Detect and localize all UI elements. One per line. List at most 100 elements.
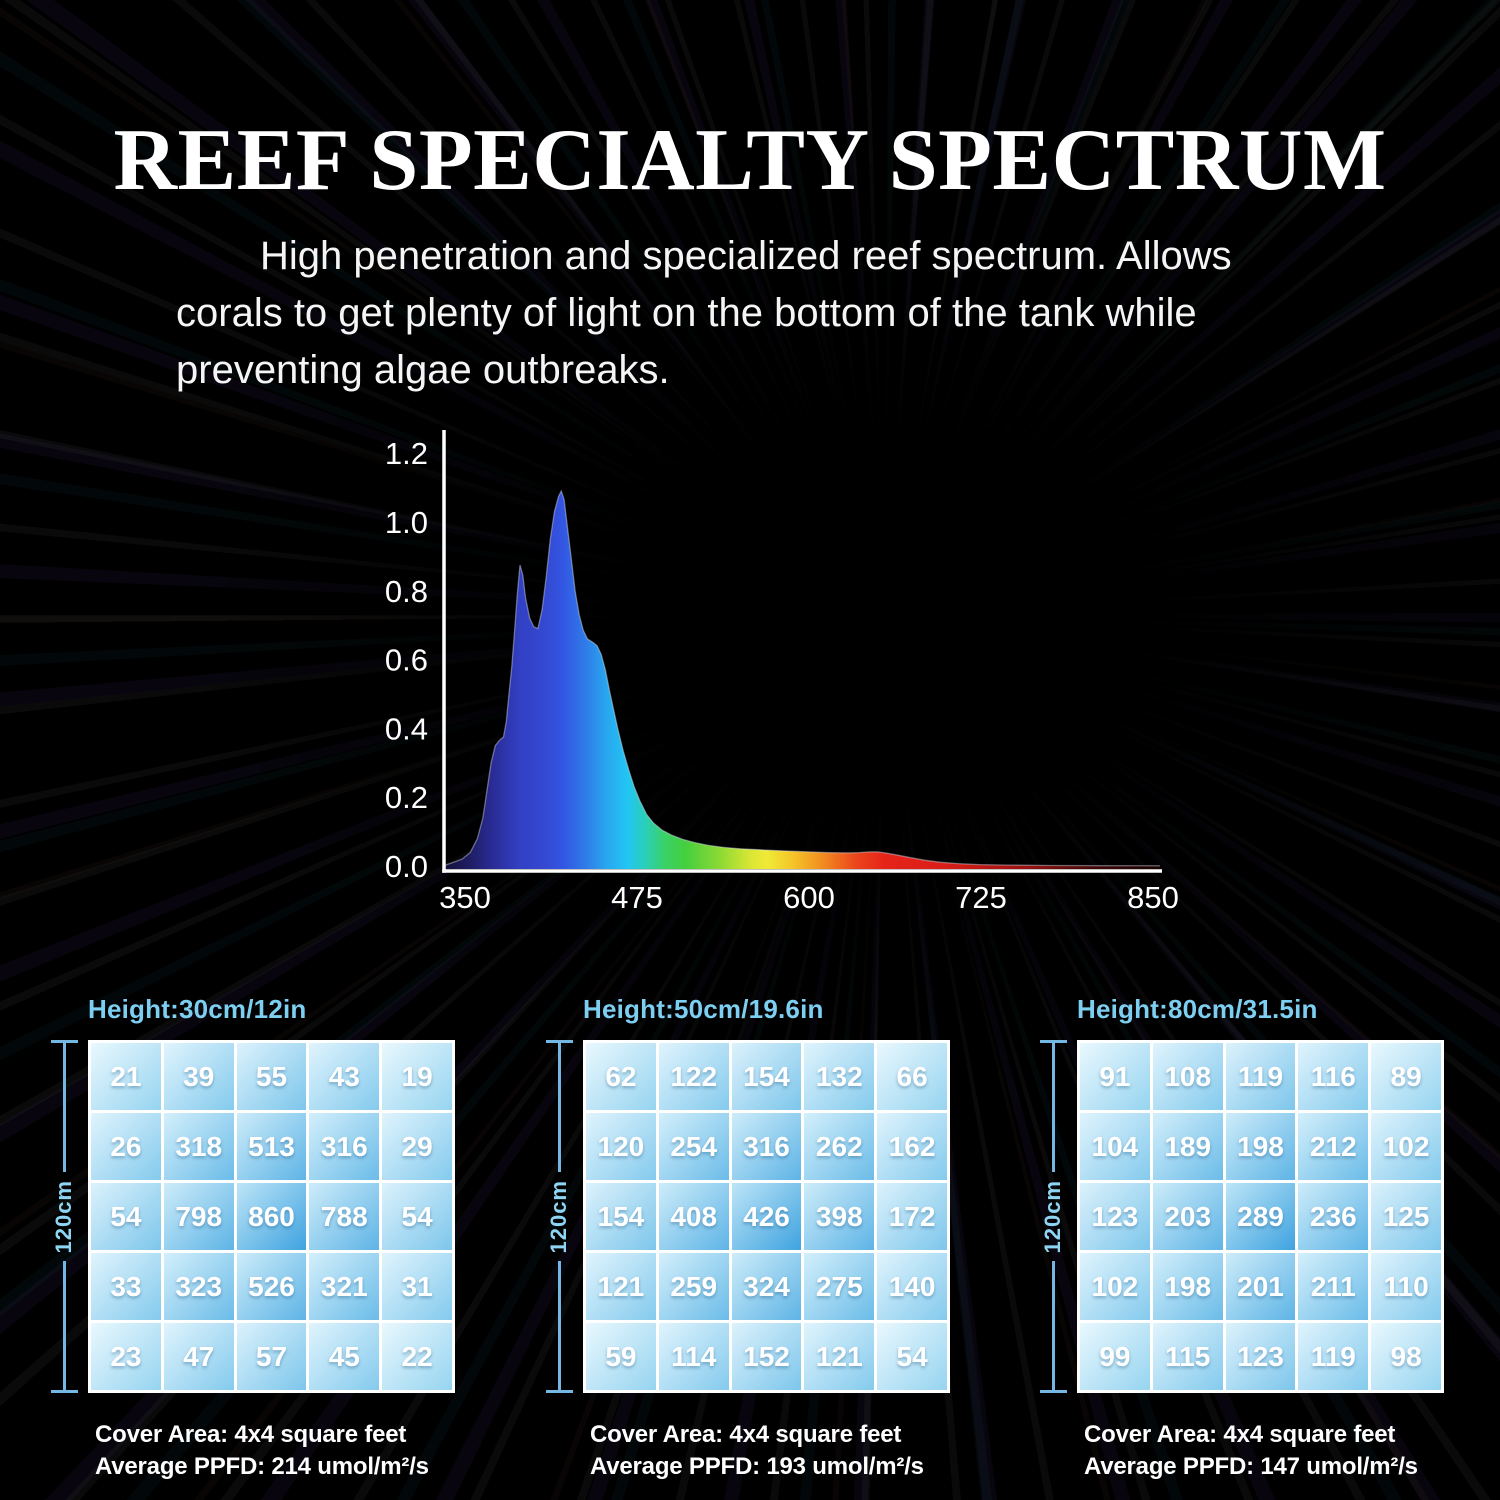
ppfd-value-cell: 123 <box>1225 1323 1296 1390</box>
ppfd-value-cell: 57 <box>236 1323 307 1390</box>
ppfd-value-cell: 91 <box>1080 1043 1150 1110</box>
ppfd-value-cell: 398 <box>804 1183 875 1250</box>
panel-height-label: Height:80cm/31.5in <box>1077 994 1318 1024</box>
ppfd-value-cell: 99 <box>1080 1323 1150 1390</box>
ppfd-value-cell: 316 <box>731 1113 802 1180</box>
ppfd-value-cell: 275 <box>804 1253 875 1320</box>
dimension-cap-top <box>545 1040 573 1043</box>
dimension-label: 120cm <box>51 1179 76 1254</box>
ppfd-value-cell: 318 <box>163 1113 234 1180</box>
ppfd-value-cell: 102 <box>1080 1253 1150 1320</box>
dimension-cap-bottom <box>50 1390 78 1394</box>
panel-footer: Cover Area: 4x4 square feet Average PPFD… <box>1084 1419 1461 1483</box>
ppfd-value-cell: 121 <box>804 1323 875 1390</box>
panel-footer: Cover Area: 4x4 square feet Average PPFD… <box>95 1419 472 1483</box>
ppfd-value-cell: 19 <box>382 1043 452 1110</box>
ppfd-value-cell: 54 <box>877 1323 947 1390</box>
ppfd-value-cell: 125 <box>1371 1183 1441 1250</box>
ppfd-value-cell: 62 <box>586 1043 656 1110</box>
ppfd-value-cell: 259 <box>658 1253 729 1320</box>
dimension-line-upper <box>557 1043 561 1172</box>
ppfd-value-cell: 323 <box>163 1253 234 1320</box>
ppfd-value-cell: 108 <box>1152 1043 1223 1110</box>
ppfd-value-cell: 122 <box>658 1043 729 1110</box>
ppfd-panel-50cm: Height:50cm/19.6in 120cm 62 122 154 132 66 12… <box>535 992 967 1483</box>
ppfd-value-cell: 254 <box>658 1113 729 1180</box>
dimension-label: 120cm <box>546 1179 571 1254</box>
ppfd-grid: 62 122 154 132 66 120 254 316 262 162 154 408 426 398… <box>583 1040 950 1393</box>
ppfd-value-cell: 408 <box>658 1183 729 1250</box>
description-line: corals to get plenty of light on the bot… <box>176 291 1197 335</box>
ppfd-value-cell: 66 <box>877 1043 947 1110</box>
ppfd-value-cell: 154 <box>731 1043 802 1110</box>
ppfd-value-cell: 55 <box>236 1043 307 1110</box>
ppfd-value-cell: 236 <box>1298 1183 1369 1250</box>
ppfd-value-cell: 59 <box>586 1323 656 1390</box>
description-line: preventing algae outbreaks. <box>176 348 670 392</box>
ppfd-value-cell: 198 <box>1225 1113 1296 1180</box>
ppfd-value-cell: 289 <box>1225 1183 1296 1250</box>
ppfd-value-cell: 154 <box>586 1183 656 1250</box>
ppfd-value-cell: 21 <box>91 1043 161 1110</box>
ppfd-value-cell: 189 <box>1152 1113 1223 1180</box>
dimension-indicator: 120cm <box>535 1040 583 1394</box>
ppfd-grid: 21 39 55 43 19 26 318 513 316 29 54 798 860 788 54 33 32… <box>88 1040 455 1393</box>
ppfd-value-cell: 116 <box>1298 1043 1369 1110</box>
ppfd-grid: 91 108 119 116 89 104 189 198 212 102 123 203 289 236… <box>1077 1040 1444 1393</box>
ppfd-value-cell: 123 <box>1080 1183 1150 1250</box>
dimension-cap-bottom <box>1039 1390 1067 1394</box>
ppfd-value-cell: 102 <box>1371 1113 1441 1180</box>
ppfd-value-cell: 120 <box>586 1113 656 1180</box>
ppfd-value-cell: 31 <box>382 1253 452 1320</box>
ppfd-value-cell: 316 <box>309 1113 380 1180</box>
ppfd-value-cell: 110 <box>1371 1253 1441 1320</box>
ppfd-value-cell: 201 <box>1225 1253 1296 1320</box>
average-ppfd-label: Average PPFD: 214 umol/m²/s <box>95 1453 429 1480</box>
ppfd-value-cell: 513 <box>236 1113 307 1180</box>
ppfd-value-cell: 198 <box>1152 1253 1223 1320</box>
ppfd-value-cell: 798 <box>163 1183 234 1250</box>
dimension-line-lower <box>557 1261 561 1391</box>
ppfd-value-cell: 211 <box>1298 1253 1369 1320</box>
ppfd-value-cell: 29 <box>382 1113 452 1180</box>
page-title: REEF SPECIALTY SPECTRUM <box>113 112 1387 209</box>
ppfd-value-cell: 119 <box>1298 1323 1369 1390</box>
ppfd-value-cell: 98 <box>1371 1323 1441 1390</box>
ppfd-value-cell: 23 <box>91 1323 161 1390</box>
dimension-cap-top <box>1039 1040 1067 1043</box>
ppfd-value-cell: 26 <box>91 1113 161 1180</box>
ppfd-value-cell: 324 <box>731 1253 802 1320</box>
dimension-cap-top <box>50 1040 78 1043</box>
ppfd-value-cell: 140 <box>877 1253 947 1320</box>
ppfd-value-cell: 54 <box>91 1183 161 1250</box>
ppfd-value-cell: 119 <box>1225 1043 1296 1110</box>
ppfd-value-cell: 860 <box>236 1183 307 1250</box>
ppfd-value-cell: 152 <box>731 1323 802 1390</box>
ppfd-value-cell: 132 <box>804 1043 875 1110</box>
ppfd-value-cell: 45 <box>309 1323 380 1390</box>
dimension-line-upper <box>62 1043 66 1172</box>
ppfd-value-cell: 212 <box>1298 1113 1369 1180</box>
ppfd-value-cell: 788 <box>309 1183 380 1250</box>
ppfd-value-cell: 114 <box>658 1323 729 1390</box>
average-ppfd-label: Average PPFD: 147 umol/m²/s <box>1084 1453 1418 1480</box>
ppfd-panel-80cm: Height:80cm/31.5in 120cm 91 108 119 116 89 10… <box>1029 992 1461 1483</box>
dimension-cap-bottom <box>545 1390 573 1394</box>
description-line: High penetration and specialized reef sp… <box>260 234 1232 278</box>
dimension-label: 120cm <box>1040 1179 1065 1254</box>
dimension-line-lower <box>1051 1261 1055 1391</box>
dimension-indicator: 120cm <box>40 1040 88 1394</box>
panel-height-label: Height:50cm/19.6in <box>583 994 824 1024</box>
dimension-line-lower <box>62 1261 66 1391</box>
dimension-line-upper <box>1051 1043 1055 1172</box>
dimension-indicator: 120cm <box>1029 1040 1077 1394</box>
ppfd-value-cell: 33 <box>91 1253 161 1320</box>
ppfd-value-cell: 47 <box>163 1323 234 1390</box>
ppfd-value-cell: 22 <box>382 1323 452 1390</box>
ppfd-value-cell: 115 <box>1152 1323 1223 1390</box>
cover-area-label: Cover Area: 4x4 square feet <box>590 1421 902 1448</box>
ppfd-value-cell: 89 <box>1371 1043 1441 1110</box>
average-ppfd-label: Average PPFD: 193 umol/m²/s <box>590 1453 924 1480</box>
ppfd-value-cell: 121 <box>586 1253 656 1320</box>
